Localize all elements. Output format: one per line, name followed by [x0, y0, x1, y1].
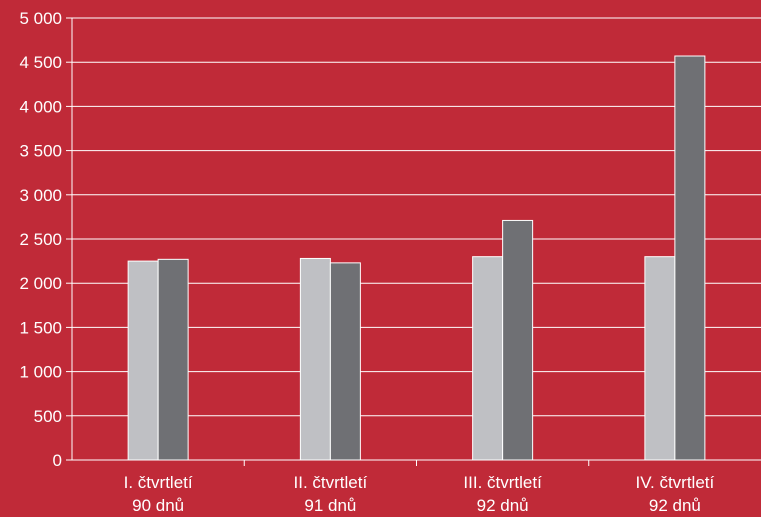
x-tick-label-days: 90 dnů: [132, 496, 184, 515]
y-tick-labels: 0 500 1 000 1 500 2 000 2 500 3 000 3 500 4 000 4…: [19, 9, 62, 470]
y-tick-label: 5 000: [19, 9, 62, 28]
y-tick-label: 0: [53, 451, 62, 470]
bar-series-2-1: [157, 258, 189, 461]
x-tick-label: II. čtvrtletí: [294, 473, 368, 492]
y-tick-label: 3 500: [19, 142, 62, 161]
y-tick-label: 1 500: [19, 318, 62, 337]
bar-series-1-4: [644, 256, 676, 461]
y-tick-label: 3 000: [19, 186, 62, 205]
x-tick-label: IV. čtvrtletí: [636, 473, 715, 492]
bars: [127, 55, 706, 461]
bar-series-1-1: [127, 260, 159, 461]
x-tick-labels: I. čtvrtletí 90 dnů II. čtvrtletí 91 dnů III…: [124, 473, 715, 515]
y-tick-label: 1 000: [19, 363, 62, 382]
x-tick-label-days: 91 dnů: [304, 496, 356, 515]
bar-series-2-2: [329, 262, 361, 461]
y-tick-label: 4 500: [19, 53, 62, 72]
x-tick-label-days: 92 dnů: [477, 496, 529, 515]
bar-series-1-3: [472, 256, 504, 461]
y-tick-label: 2 000: [19, 274, 62, 293]
x-tick-label: III. čtvrtletí: [463, 473, 542, 492]
x-tick-label: I. čtvrtletí: [124, 473, 193, 492]
y-tick-label: 500: [34, 407, 62, 426]
bar-series-2-4: [674, 55, 706, 461]
y-tick-label: 4 000: [19, 97, 62, 116]
bar-series-1-2: [299, 257, 331, 461]
x-tick-label-days: 92 dnů: [649, 496, 701, 515]
bar-series-2-3: [502, 219, 534, 461]
y-tick-label: 2 500: [19, 230, 62, 249]
axes: [66, 17, 761, 466]
